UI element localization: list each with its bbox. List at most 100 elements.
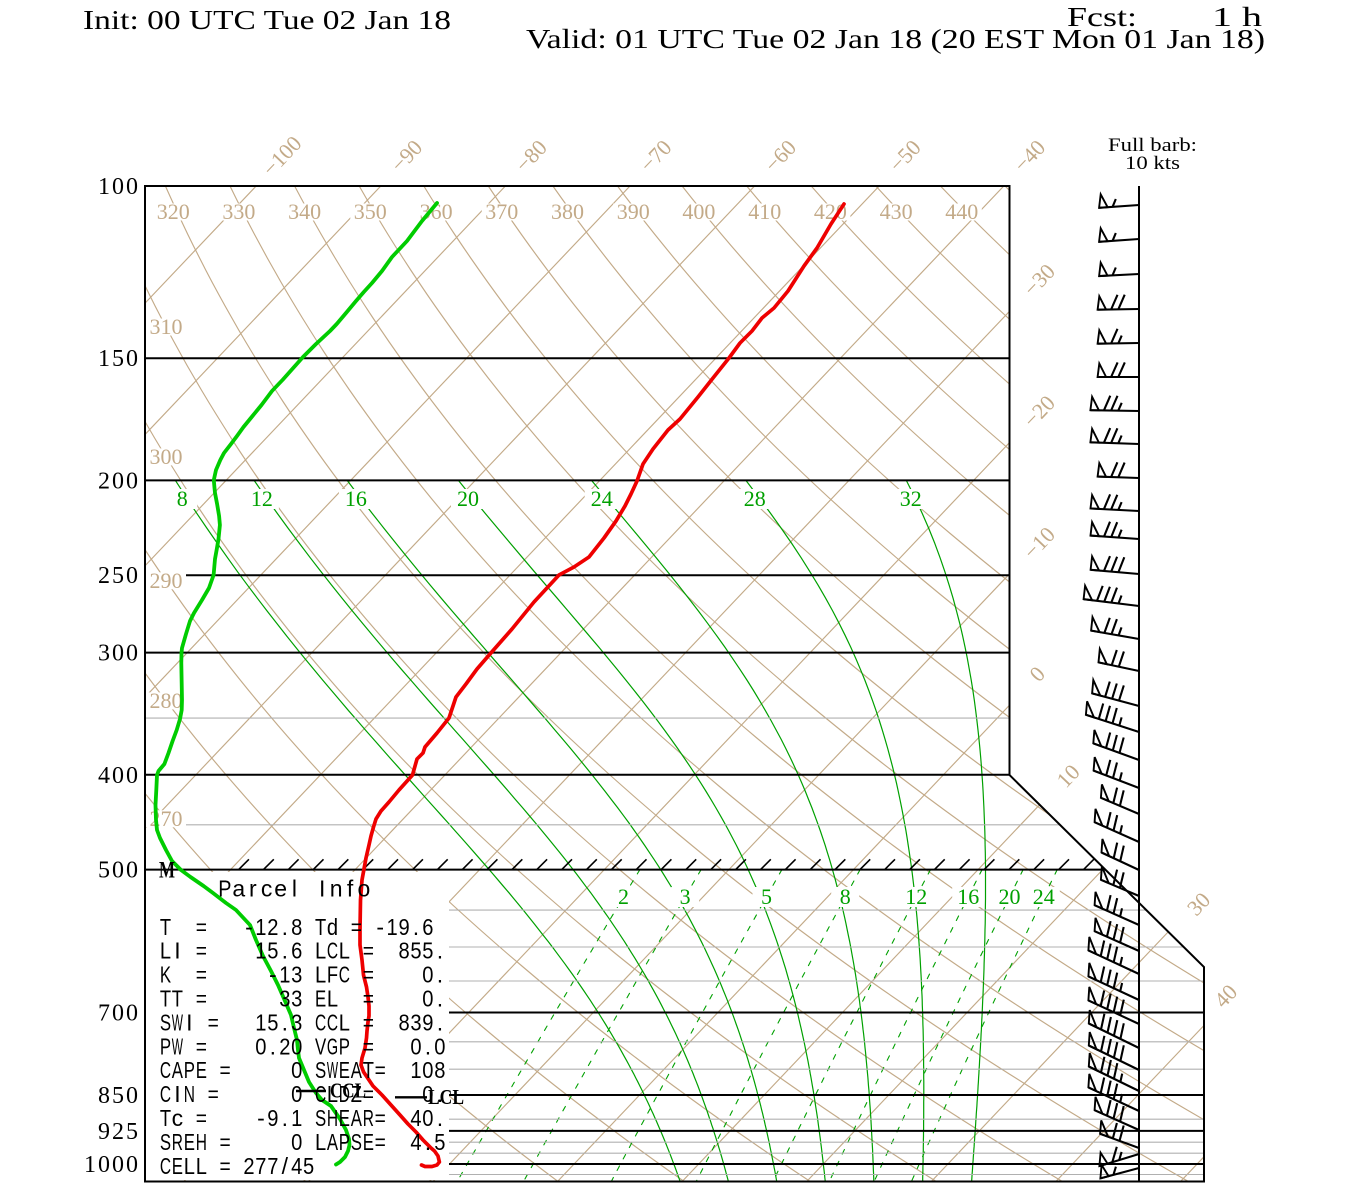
svg-text:E: E (315, 986, 326, 1012)
svg-text:=: = (363, 1009, 374, 1035)
svg-text:=: = (196, 1033, 207, 1059)
svg-text:5: 5 (410, 938, 421, 964)
svg-text:1: 1 (291, 1105, 302, 1131)
svg-text:6: 6 (422, 914, 433, 940)
svg-text:10 kts: 10 kts (1125, 153, 1180, 174)
svg-text:.: . (425, 1129, 431, 1155)
svg-text:=: = (375, 1057, 386, 1083)
svg-text:=: = (196, 962, 207, 988)
svg-text:E: E (339, 1105, 350, 1131)
svg-text:5: 5 (761, 884, 772, 909)
svg-text:925: 925 (98, 1119, 140, 1145)
svg-text:0: 0 (410, 1033, 421, 1059)
svg-text:=: = (220, 1057, 231, 1083)
svg-text:28: 28 (744, 486, 766, 511)
svg-text:0: 0 (422, 962, 433, 988)
svg-text:=: = (363, 986, 374, 1012)
svg-text:d: d (327, 914, 338, 940)
svg-text:300: 300 (150, 444, 183, 469)
svg-text:4: 4 (291, 1153, 302, 1179)
svg-text:5: 5 (303, 1153, 314, 1179)
svg-text:1: 1 (387, 914, 398, 940)
svg-text:L: L (184, 1153, 195, 1179)
svg-text:Valid: 01 UTC Tue 02 Jan 18 (2: Valid: 01 UTC Tue 02 Jan 18 (20 EST Mon … (526, 24, 1265, 54)
svg-text:20: 20 (457, 486, 479, 511)
svg-text:C: C (315, 1081, 326, 1107)
svg-text:=: = (196, 914, 207, 940)
svg-text:C: C (160, 1081, 171, 1107)
svg-text:T: T (363, 1057, 374, 1083)
svg-text:H: H (327, 1105, 338, 1131)
svg-text:16: 16 (345, 486, 367, 511)
svg-text:300: 300 (98, 641, 140, 667)
svg-text:12: 12 (905, 884, 927, 909)
svg-text:12: 12 (251, 486, 273, 511)
svg-text:L: L (339, 1009, 350, 1035)
svg-text:8: 8 (177, 486, 188, 511)
svg-text:0: 0 (434, 1033, 445, 1059)
svg-text:8: 8 (399, 938, 410, 964)
svg-text:0: 0 (422, 1057, 433, 1083)
svg-text:=: = (375, 1105, 386, 1131)
svg-text:500: 500 (98, 858, 140, 884)
svg-text:=: = (208, 1009, 219, 1035)
svg-text:380: 380 (551, 199, 584, 224)
svg-text:370: 370 (485, 199, 518, 224)
svg-text:V: V (315, 1033, 327, 1059)
svg-text:1000: 1000 (84, 1152, 140, 1178)
svg-text:2: 2 (279, 1033, 290, 1059)
svg-text:=: = (363, 938, 374, 964)
svg-text:S: S (160, 1009, 171, 1035)
svg-text:K: K (160, 962, 172, 988)
svg-text:W: W (172, 1033, 183, 1059)
svg-text:280: 280 (150, 688, 183, 713)
svg-text:3: 3 (291, 962, 302, 988)
svg-text:0: 0 (291, 1057, 302, 1083)
svg-text:S: S (351, 1129, 362, 1155)
svg-text:0: 0 (422, 986, 433, 1012)
svg-text:320: 320 (157, 199, 190, 224)
svg-text:F: F (327, 962, 338, 988)
svg-text:E: E (339, 1057, 350, 1083)
svg-text:T: T (160, 1105, 171, 1131)
svg-text:8: 8 (840, 884, 851, 909)
svg-text:CCL: CCL (330, 1079, 366, 1103)
svg-text:S: S (315, 1057, 326, 1083)
svg-text:0: 0 (291, 1033, 302, 1059)
svg-text:=: = (220, 1129, 231, 1155)
svg-text:400: 400 (98, 763, 140, 789)
svg-text:A: A (172, 1057, 184, 1083)
svg-text:P: P (184, 1057, 195, 1083)
svg-text:=: = (375, 1129, 386, 1155)
svg-text:3: 3 (279, 986, 290, 1012)
svg-text:3: 3 (410, 1009, 421, 1035)
svg-text:G: G (327, 1033, 338, 1059)
svg-text:A: A (351, 1105, 363, 1131)
svg-text:C: C (160, 1057, 171, 1083)
svg-text:L: L (339, 938, 350, 964)
svg-text:L: L (315, 962, 326, 988)
svg-text:Init: 00 UTC Tue 02 Jan 18: Init: 00 UTC Tue 02 Jan 18 (83, 5, 451, 35)
svg-text:0: 0 (291, 1081, 302, 1107)
svg-text:20: 20 (999, 884, 1021, 909)
svg-text:=: = (363, 1081, 374, 1107)
svg-text:=: = (363, 1033, 374, 1059)
svg-text:290: 290 (150, 568, 183, 593)
svg-text:P: P (339, 1129, 350, 1155)
svg-text:330: 330 (222, 199, 255, 224)
svg-text:310: 310 (150, 314, 183, 339)
svg-text:E: E (172, 1153, 183, 1179)
svg-text:/: / (282, 1153, 289, 1179)
svg-text:0: 0 (422, 1081, 433, 1107)
svg-text:S: S (315, 1105, 326, 1131)
svg-text:N: N (184, 1081, 195, 1107)
svg-text:T: T (160, 986, 171, 1012)
svg-text:T: T (172, 986, 183, 1012)
svg-text:=: = (196, 1105, 207, 1131)
svg-text:H: H (196, 1129, 207, 1155)
svg-text:=: = (208, 1081, 219, 1107)
svg-text:=: = (351, 914, 362, 940)
svg-text:2: 2 (267, 914, 278, 940)
svg-text:390: 390 (617, 199, 650, 224)
svg-text:A: A (327, 1129, 339, 1155)
